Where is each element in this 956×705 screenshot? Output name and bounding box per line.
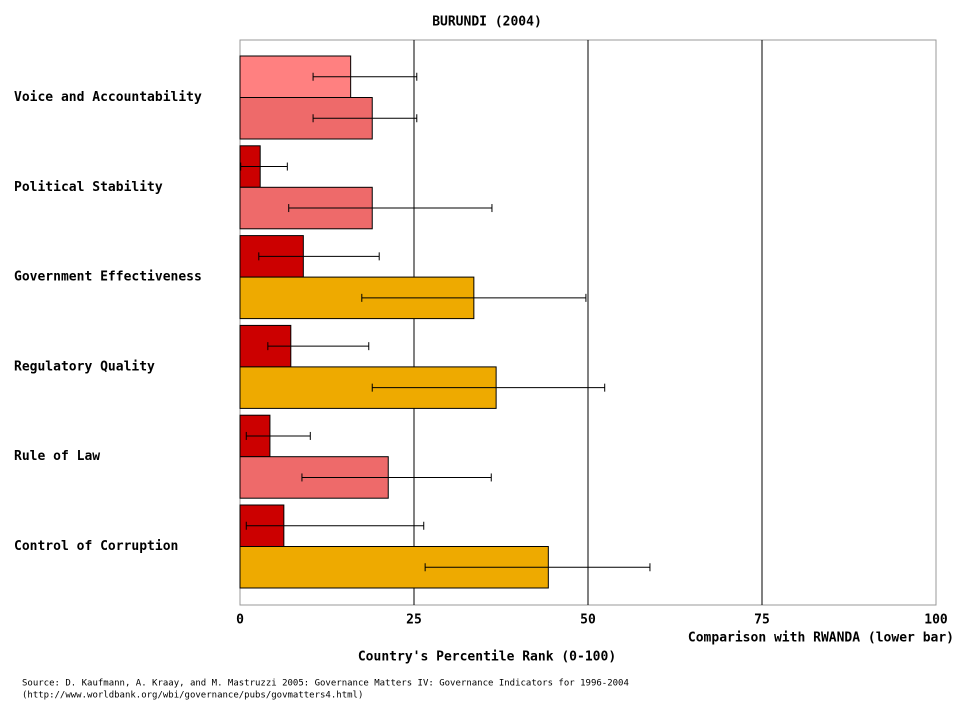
category-label: Rule of Law xyxy=(14,449,100,464)
category-label: Government Effectiveness xyxy=(14,270,202,285)
category-label: Political Stability xyxy=(14,180,163,195)
x-tick-label: 100 xyxy=(924,613,948,628)
category-label: Voice and Accountability xyxy=(14,90,202,105)
x-tick-label: 75 xyxy=(754,613,770,628)
category-label: Regulatory Quality xyxy=(14,359,155,374)
comparison-note: Comparison with RWANDA (lower bar) xyxy=(688,631,954,646)
source-line: (http://www.worldbank.org/wbi/governance… xyxy=(22,691,363,701)
category-label: Control of Corruption xyxy=(14,539,178,554)
x-tick-label: 25 xyxy=(406,613,422,628)
x-tick-label: 0 xyxy=(236,613,244,628)
source-line: Source: D. Kaufmann, A. Kraay, and M. Ma… xyxy=(22,679,629,689)
chart-title: BURUNDI (2004) xyxy=(432,15,542,30)
x-tick-label: 50 xyxy=(580,613,596,628)
x-axis-label: Country's Percentile Rank (0-100) xyxy=(358,650,616,665)
